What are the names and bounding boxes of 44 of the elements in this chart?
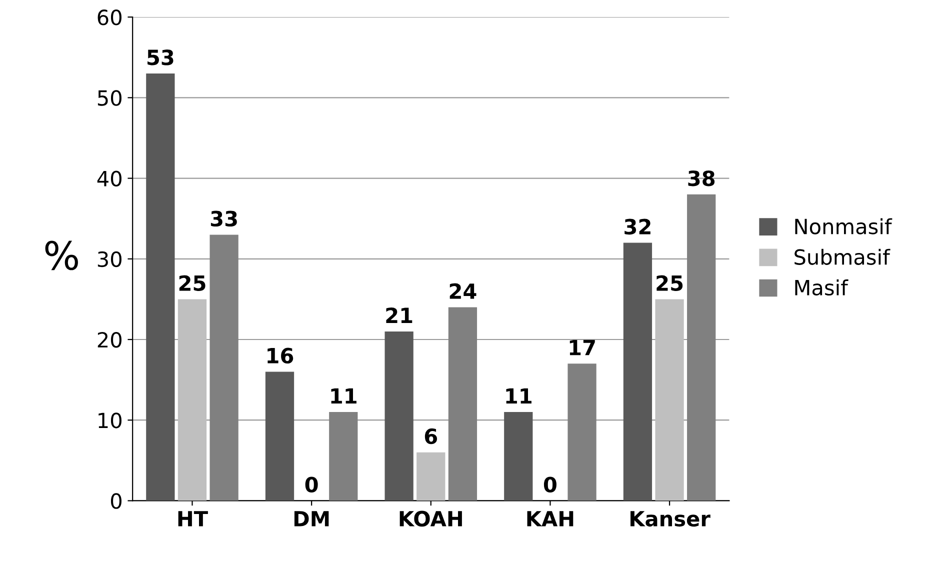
bar [384,331,414,501]
y-tick-label: 60 [98,10,122,26]
data-label: 33 [210,210,237,227]
bar [504,412,533,501]
y-tick-label: 10 [98,412,122,428]
legend-label: Masif [795,279,848,296]
x-tick-label: KAH [527,511,574,526]
bar [655,299,684,501]
x-tick-label: KOAH [400,510,462,527]
bar [146,73,175,501]
data-label: 0 [544,476,556,493]
data-label: 6 [424,428,438,444]
data-label: 53 [148,50,174,66]
x-tick-label: Kanser [630,511,710,527]
data-label: 25 [656,275,683,291]
data-label: 11 [331,388,356,404]
legend-label: Nonmasif [795,218,892,234]
y-tick-label: 0 [110,493,122,509]
bar [687,194,716,501]
y-tick-label: 30 [98,251,122,268]
data-label: 38 [688,170,715,186]
data-label: 25 [179,275,206,291]
bar [623,242,652,501]
data-label: 17 [570,340,595,356]
y-axis-title: % [45,240,78,270]
data-label: 0 [305,476,318,493]
bar [265,372,294,501]
x-tick-label: HT [178,511,208,526]
data-label: 16 [268,348,294,364]
bar [210,234,238,501]
y-tick-label: 20 [98,332,122,348]
y-tick-label: 40 [97,170,122,186]
data-label: 32 [624,218,650,235]
bar [448,307,478,501]
legend-label: Submasif [794,248,890,265]
y-tick-label: 50 [98,90,122,106]
data-label: 11 [506,388,532,404]
bar [178,299,207,501]
bar [416,452,446,501]
x-tick-label: DM [294,511,329,526]
data-label: 21 [386,307,412,323]
bar [568,364,596,501]
bar [329,412,358,501]
data-label: 24 [450,283,476,299]
